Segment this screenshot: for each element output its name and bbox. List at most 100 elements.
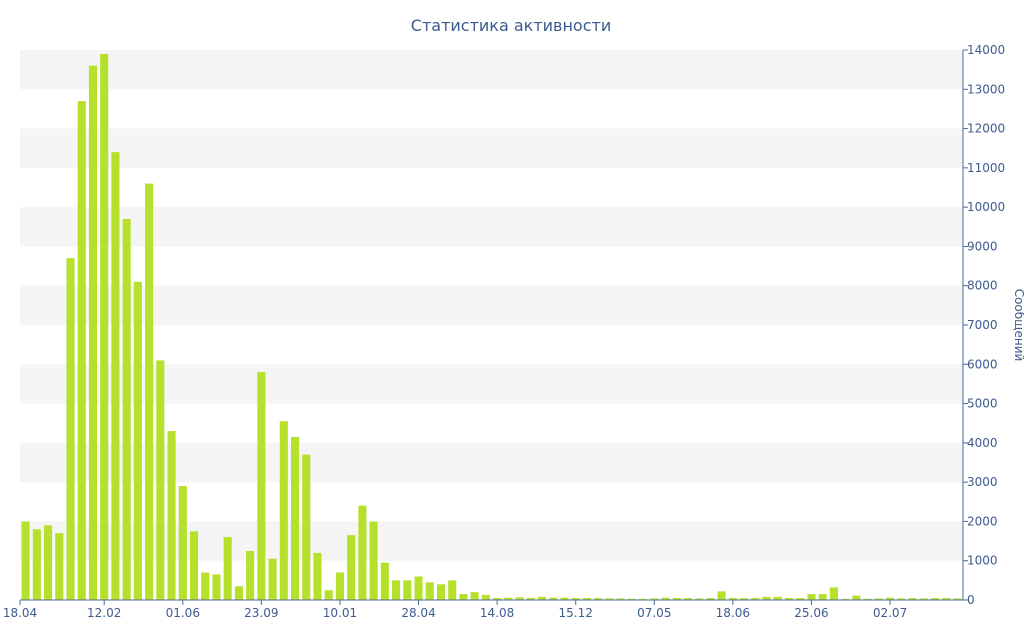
bar[interactable] [762,596,771,600]
bar[interactable] [493,598,502,600]
bar[interactable] [369,521,378,600]
bar[interactable] [605,598,614,600]
bar[interactable] [268,558,277,600]
bar[interactable] [358,505,367,600]
bar[interactable] [571,598,580,600]
bar[interactable] [773,596,782,600]
bar[interactable] [470,592,479,600]
bar[interactable] [21,521,30,600]
y-tick-label: 10000 [967,200,1005,214]
bar[interactable] [234,586,243,600]
bar[interactable] [908,598,917,600]
bar[interactable] [549,597,558,600]
bar[interactable] [66,258,75,600]
bar[interactable] [77,101,86,600]
bar[interactable] [784,598,794,600]
bar[interactable] [807,594,816,600]
x-tick-label: 15.12 [559,606,593,620]
bar[interactable] [627,598,636,600]
bar[interactable] [436,584,446,600]
bar[interactable] [414,576,423,600]
bar[interactable] [223,537,232,600]
y-tick-label: 6000 [967,357,998,371]
bar[interactable] [616,598,625,600]
grid-band [20,285,963,325]
y-tick-label: 8000 [967,279,998,293]
grid-band [20,50,963,90]
bar[interactable] [392,580,401,600]
bar[interactable] [122,218,131,600]
bar[interactable] [167,431,176,600]
y-tick-label: 7000 [967,318,998,332]
bar[interactable] [246,550,255,600]
bar[interactable] [650,598,659,600]
bar[interactable] [841,598,850,600]
bar[interactable] [683,598,692,600]
bar[interactable] [661,597,670,600]
bar[interactable] [380,562,389,600]
bar[interactable] [55,533,64,600]
x-tick-label: 07.05 [637,606,671,620]
bar[interactable] [728,598,737,600]
bar[interactable] [537,596,547,600]
bar[interactable] [133,281,142,600]
bar[interactable] [279,421,288,600]
bar[interactable] [863,598,872,600]
bar[interactable] [178,486,187,600]
bar[interactable] [740,598,749,600]
bar[interactable] [32,529,41,600]
bar[interactable] [335,572,344,601]
bar[interactable] [324,590,333,600]
bar[interactable] [257,372,266,600]
bar[interactable] [145,183,154,600]
bar[interactable] [425,582,434,600]
bar[interactable] [481,594,490,600]
bar[interactable] [313,552,322,600]
grid-band [20,521,963,561]
chart-title: Статистика активности [411,16,611,35]
bar[interactable] [526,598,535,600]
bar[interactable] [818,594,827,600]
bars-group [21,53,962,601]
bar[interactable] [796,598,805,600]
bar[interactable] [302,454,311,600]
bar[interactable] [100,53,109,601]
bar[interactable] [156,360,165,600]
bar[interactable] [212,574,221,600]
bar[interactable] [582,598,591,600]
bar[interactable] [706,598,715,600]
bar[interactable] [672,598,681,600]
bar[interactable] [930,598,939,600]
bar[interactable] [504,597,513,600]
y-tick-label: 4000 [967,436,998,450]
bar[interactable] [448,580,457,600]
bar[interactable] [594,598,603,600]
bar[interactable] [111,152,120,600]
y-tick-label: 9000 [967,239,998,253]
bar[interactable] [88,65,98,600]
bar[interactable] [189,531,199,600]
bar[interactable] [751,598,760,600]
bar[interactable] [347,535,356,600]
y-tick-label: 11000 [967,161,1005,175]
bar[interactable] [560,597,569,600]
bar[interactable] [953,598,962,600]
bar[interactable] [829,587,838,600]
bar[interactable] [874,598,883,600]
bar[interactable] [459,594,468,600]
bar[interactable] [919,598,928,600]
bar[interactable] [515,597,524,600]
bar[interactable] [403,580,412,600]
bar[interactable] [942,598,951,600]
bar[interactable] [291,436,300,600]
bar[interactable] [44,525,53,600]
bar[interactable] [852,595,861,600]
bar[interactable] [695,598,704,600]
bar[interactable] [885,597,895,600]
x-tick-label: 02.07 [873,606,907,620]
bar[interactable] [717,591,726,600]
bar[interactable] [897,598,906,600]
bar[interactable] [201,572,210,601]
bar[interactable] [639,598,648,600]
